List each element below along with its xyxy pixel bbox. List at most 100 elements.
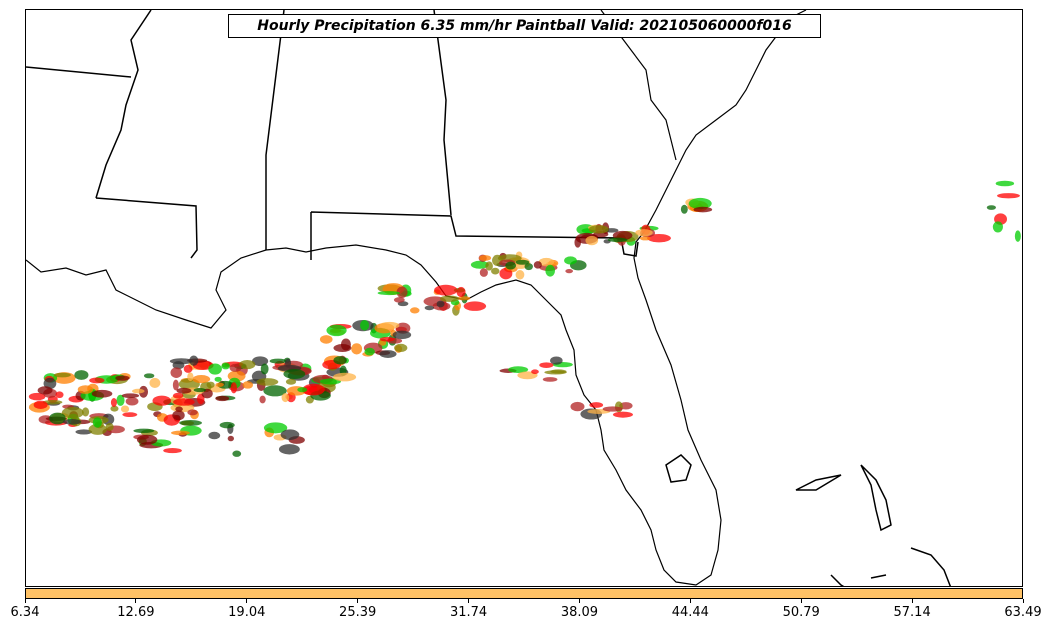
state-border-ms-al [265,10,285,250]
precip-paintball [214,376,222,382]
keys-island [830,574,845,586]
precip-paintball [217,380,234,389]
colorbar-tick-label: 12.69 [117,605,155,620]
precip-paintball [179,420,202,426]
precip-paintball [192,360,214,371]
precip-paintball [992,221,1003,233]
precip-paintball [297,387,308,393]
precip-paintball [351,343,363,355]
bahamas-island [795,474,842,491]
precip-paintball [115,375,130,381]
precip-paintball [125,397,139,406]
precip-paintball [215,395,230,402]
precip-paintball [110,398,117,407]
precip-paintball [74,370,89,380]
precip-paintball [232,450,242,457]
precip-paintball [227,435,234,442]
precip-paintball [515,270,525,280]
precip-paintball [485,261,493,271]
precip-paintball [515,259,530,265]
precip-paintball [28,392,46,401]
precip-paintball [219,421,235,429]
precip-paintball [680,204,688,214]
precip-paintball [505,261,517,270]
precip-paintball [92,417,102,428]
precip-paintball [172,410,185,421]
gulf-coastline [26,10,807,586]
precip-paintball [82,407,90,417]
precip-paintball [565,269,573,274]
precip-paintball [43,377,57,390]
mississippi-river-border [95,10,152,199]
precip-paintball [230,382,238,394]
precip-paintball [281,393,290,403]
precip-paintball [377,291,401,296]
precip-paintball [256,378,279,386]
precip-paintball [152,395,172,406]
bahamas-island-2 [860,464,892,532]
precip-paintball [242,381,254,389]
colorbar-tick-label: 19.04 [228,605,266,620]
precip-paintball [170,367,183,378]
colorbar-tick-mark [578,599,580,603]
colorbar-tick-mark [246,599,248,603]
precip-paintball [33,400,48,410]
colorbar-tick-mark [135,599,137,603]
state-border-al-ga [433,10,452,216]
precip-paintball [175,406,183,412]
precip-paintball [163,447,182,454]
precip-paintball [122,412,138,418]
precip-paintball [470,260,489,269]
precip-paintball [280,429,300,440]
precip-paintball [688,197,712,210]
precip-paintball [612,411,633,418]
colorbar-tick-mark [911,599,913,603]
precip-paintball [229,363,242,372]
precip-paintball [283,369,306,379]
precip-paintball [379,350,397,358]
precip-paintball [410,307,420,314]
precip-paintball [143,373,155,379]
precip-paintball [89,377,105,384]
precip-paintball [189,355,199,366]
precip-paintball [263,422,288,434]
cuba-coast [910,547,952,586]
precip-paintball [439,295,460,302]
colorbar [25,588,1023,599]
precip-paintball [394,343,408,353]
precip-paintball [434,284,458,296]
precip-paintball [319,378,342,385]
precip-paintball [607,237,628,243]
map-svg [26,10,1021,586]
precip-paintball [215,382,224,387]
precip-paintball [379,321,400,330]
precip-paintball [121,393,140,399]
precip-paintball [393,297,405,303]
precip-paintball [208,363,222,375]
precip-paintball [379,336,395,342]
colorbar-tick-label: 38.09 [560,605,599,620]
precip-paintball [986,205,997,210]
colorbar-tick-label: 63.49 [1004,605,1042,620]
lake-okeechobee [665,454,692,483]
precip-paintball [392,330,412,340]
paintball-blobs [28,180,1021,457]
precip-paintball [693,206,713,213]
precip-paintball [302,383,325,396]
precip-paintball [491,267,500,275]
precip-paintball [589,402,604,408]
precip-paintball [550,356,563,365]
precip-paintball [333,356,347,365]
colorbar-tick-mark [689,599,691,603]
precip-paintball [260,363,269,375]
precip-paintball [585,235,599,246]
colorbar-tick-label: 50.79 [782,605,820,620]
precip-paintball [37,386,53,395]
precip-paintball [206,381,215,389]
precip-paintball [269,358,287,364]
precip-paintball [77,385,94,394]
colorbar-tick-label: 31.74 [449,605,488,620]
precip-paintball [364,347,375,356]
precip-paintball [564,256,577,265]
